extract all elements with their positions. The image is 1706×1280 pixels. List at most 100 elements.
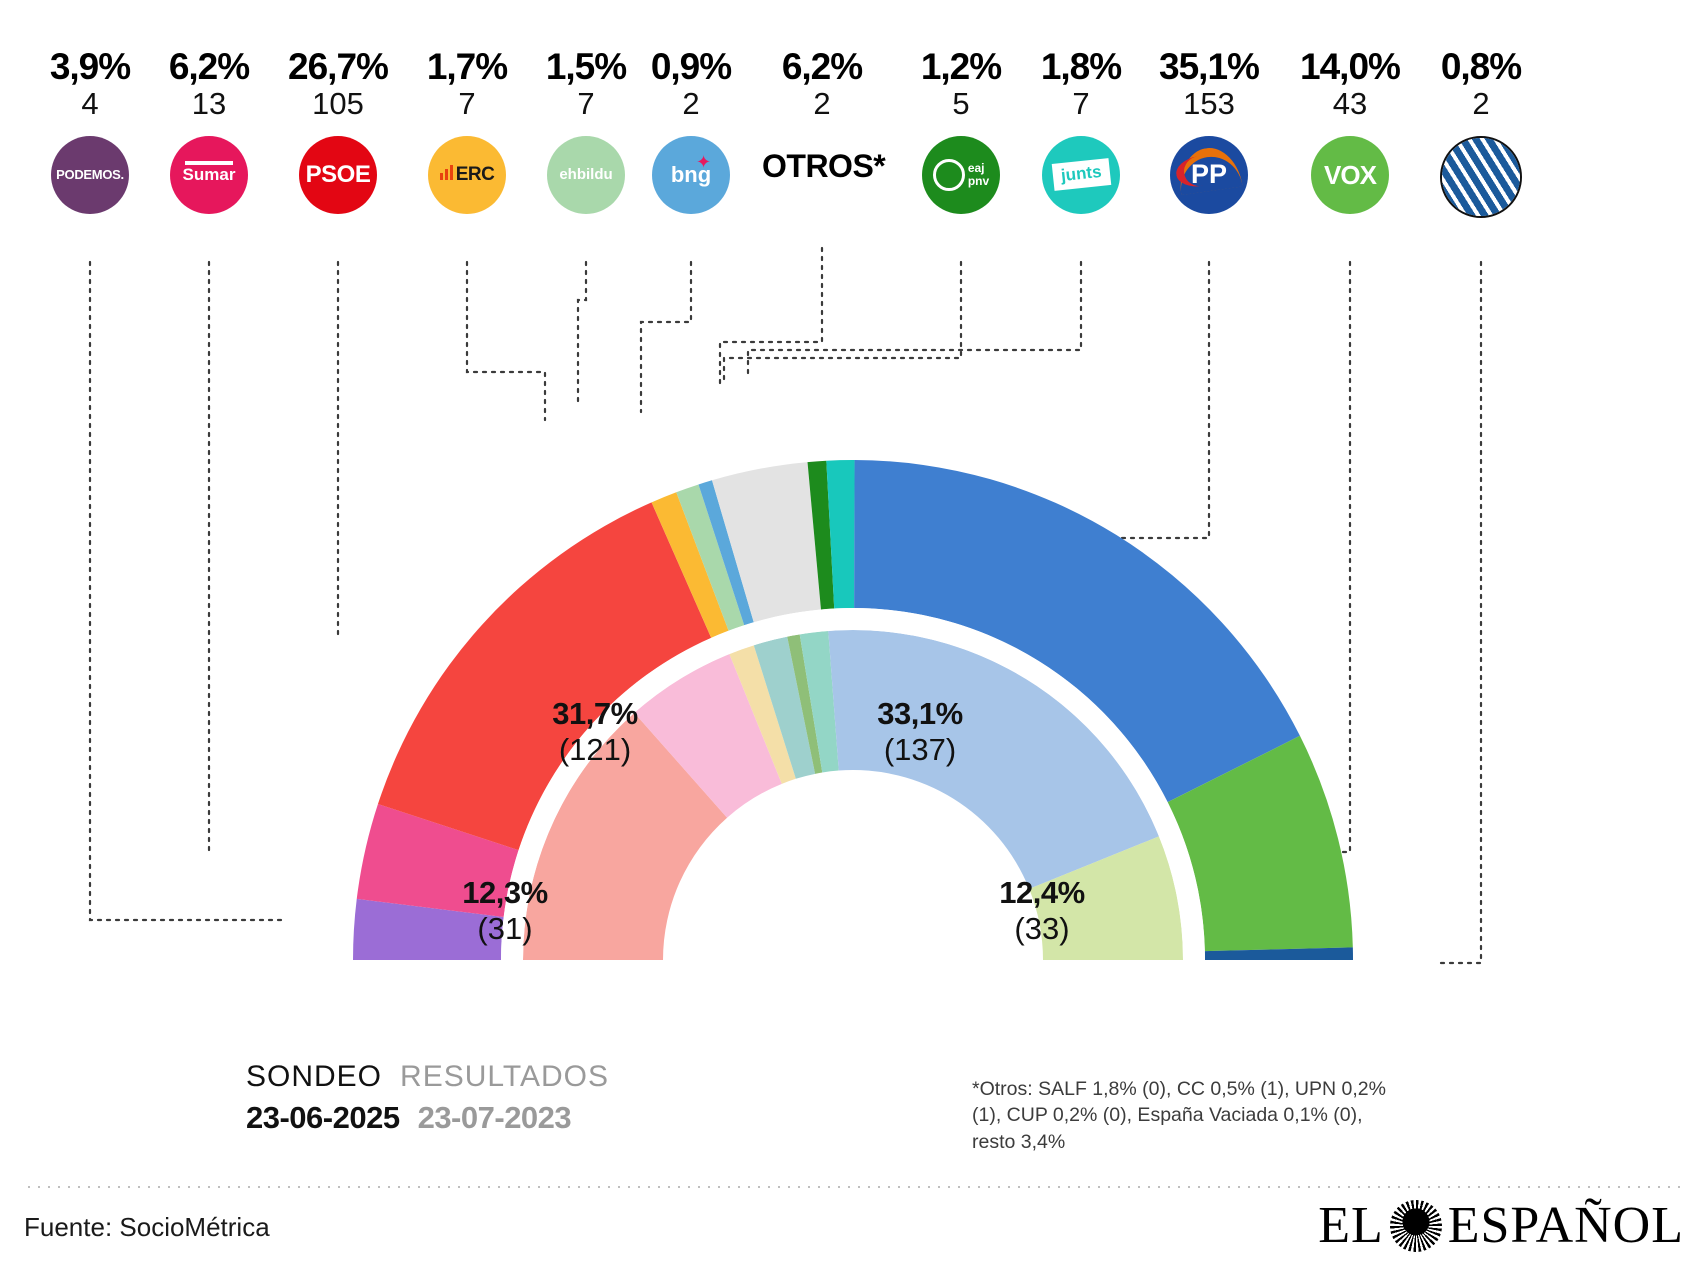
party-pct: 1,5% <box>545 46 627 87</box>
party-column-bng: 0,9% 2 ✦ bng <box>631 48 751 214</box>
outer-segment-eaj-pnv <box>807 460 835 610</box>
party-column-eh-bildu: 1,5% 7 ehbildu <box>526 48 646 214</box>
party-logo-text: Sumar <box>182 165 236 185</box>
sondeo-label: SONDEO <box>246 1060 383 1093</box>
source-credit: Fuente: SocioMétrica <box>24 1212 270 1242</box>
bng-star-icon: ✦ <box>696 151 712 172</box>
party-logo-vox-icon: VOX <box>1311 135 1389 214</box>
party-pct: 35,1% <box>1159 46 1260 87</box>
footer-divider <box>24 1186 1682 1188</box>
party-logo-text: PODEMOS. <box>56 167 124 183</box>
lion-icon <box>1389 1199 1442 1252</box>
party-logo-text: VOX <box>1324 159 1377 190</box>
date-legend: SONDEO RESULTADOS 23-06-2025 23-07-2023 <box>246 1060 666 1136</box>
party-logo-text: PP <box>1190 159 1228 190</box>
inner-label-pct: 33,1% <box>877 696 963 731</box>
party-seats: 2 <box>813 86 831 121</box>
party-logo-upn-icon <box>1440 135 1522 218</box>
party-pct: 3,9% <box>49 46 131 87</box>
inner-segment-2 <box>729 645 796 784</box>
brand-text-left: EL <box>1318 1197 1384 1254</box>
inner-label-seats: (33) <box>1014 911 1070 946</box>
inner-label-izq-nacional: 12,3% (31) <box>415 875 595 947</box>
party-seats: 5 <box>952 86 970 121</box>
party-seats: 7 <box>1072 86 1090 121</box>
outer-segment-upn <box>1204 947 1353 960</box>
party-logo-pp-icon: PP <box>1170 135 1248 214</box>
party-logo-podemos-icon: PODEMOS. <box>51 135 129 214</box>
party-column-pp: 35,1% 153 PP <box>1149 48 1269 214</box>
party-column-upn: 0,8% 2 <box>1421 48 1541 218</box>
outer-segment-erc <box>651 492 729 638</box>
resultados-label: RESULTADOS <box>400 1060 609 1093</box>
outer-segment-bng <box>698 480 754 626</box>
party-pct: 6,2% <box>781 46 863 87</box>
otros-label-icon: OTROS* <box>762 147 886 184</box>
party-logo-junts-icon: junts <box>1042 135 1120 214</box>
party-pct: 14,0% <box>1300 46 1401 87</box>
party-logo-erc-icon: ERC <box>428 135 506 214</box>
semicircle-chart: 31,7% (121) 12,3% (31) 33,1% (137) 12,4%… <box>0 300 1706 1020</box>
junts-banner: junts <box>1051 158 1111 192</box>
outer-segment-podemos <box>353 898 504 960</box>
baseline-mask <box>300 960 1420 1020</box>
party-logo-text: PSOE <box>305 160 371 188</box>
party-header: 3,9% 4 PODEMOS. 6,2% 13 Sumar 26,7% 105 PSOE 1,7%… <box>0 0 1706 270</box>
sumar-bar-icon <box>185 160 233 165</box>
party-seats: 2 <box>1472 86 1490 121</box>
party-logo-psoe-icon: PSOE <box>299 135 377 214</box>
party-column-podemos: 3,9% 4 PODEMOS. <box>30 48 150 214</box>
party-seats: 2 <box>682 86 700 121</box>
party-column-junts: 1,8% 7 junts <box>1021 48 1141 214</box>
inner-segment-0 <box>523 712 728 960</box>
outer-segment-pp <box>854 460 1300 803</box>
party-logo-text: eaj pnv <box>932 158 989 191</box>
inner-label-seats: (31) <box>477 911 533 946</box>
outer-segment-eh-bildu <box>676 484 745 631</box>
party-seats: 7 <box>577 86 595 121</box>
inner-label-der-bloque: 33,1% (137) <box>830 696 1010 768</box>
sondeo-date: 23-06-2025 <box>246 1100 400 1135</box>
inner-segment-6 <box>828 630 1159 889</box>
party-column-sumar: 6,2% 13 Sumar <box>149 48 269 214</box>
party-pct: 0,8% <box>1440 46 1522 87</box>
upn-stripes-icon <box>1442 137 1520 216</box>
inner-segment-1 <box>634 654 782 818</box>
party-seats: 13 <box>191 86 227 121</box>
party-seats: 105 <box>312 86 364 121</box>
donut-svg <box>300 460 1420 1020</box>
resultados-date: 23-07-2023 <box>417 1100 572 1135</box>
erc-bars-icon <box>439 165 453 181</box>
party-pct: 26,7% <box>288 46 389 87</box>
party-column-otros: 6,2% 2 OTROS* <box>762 46 886 185</box>
party-logo-sumar-icon: Sumar <box>170 135 248 214</box>
party-seats: 7 <box>458 86 476 121</box>
party-column-vox: 14,0% 43 VOX <box>1290 48 1410 214</box>
party-logo-text: junts <box>1059 162 1103 186</box>
party-seats: 4 <box>81 86 99 121</box>
party-column-psoe: 26,7% 105 PSOE <box>278 48 398 214</box>
outer-segment-psoe <box>377 502 712 851</box>
party-pct: 6,2% <box>168 46 250 87</box>
inner-label-izq-bloque: 31,7% (121) <box>505 696 685 768</box>
inner-label-pct: 31,7% <box>552 696 638 731</box>
party-logo-text: ehbildu <box>559 166 613 184</box>
inner-label-der-vox: 12,4% (33) <box>952 875 1132 947</box>
brand-text-right: ESPAÑOL <box>1447 1197 1684 1254</box>
party-logo-eaj-pnv-icon: eaj pnv <box>922 135 1000 214</box>
party-pct: 0,9% <box>650 46 732 87</box>
party-pct: 1,2% <box>920 46 1002 87</box>
outer-segment-vox <box>1167 735 1353 952</box>
inner-label-pct: 12,4% <box>999 875 1085 910</box>
party-column-eaj-pnv: 1,2% 5 eaj pnv <box>901 48 1021 214</box>
party-pct: 1,7% <box>426 46 508 87</box>
inner-label-seats: (137) <box>883 732 957 767</box>
outer-segment-junts <box>826 460 855 609</box>
inner-label-pct: 12,3% <box>462 875 548 910</box>
inner-segment-5 <box>799 630 839 773</box>
party-pct: 1,8% <box>1040 46 1122 87</box>
outer-segment-sumar <box>356 803 519 917</box>
party-seats: 43 <box>1332 86 1368 121</box>
inner-segment-4 <box>787 634 823 774</box>
party-logo-text: bng <box>670 161 712 187</box>
